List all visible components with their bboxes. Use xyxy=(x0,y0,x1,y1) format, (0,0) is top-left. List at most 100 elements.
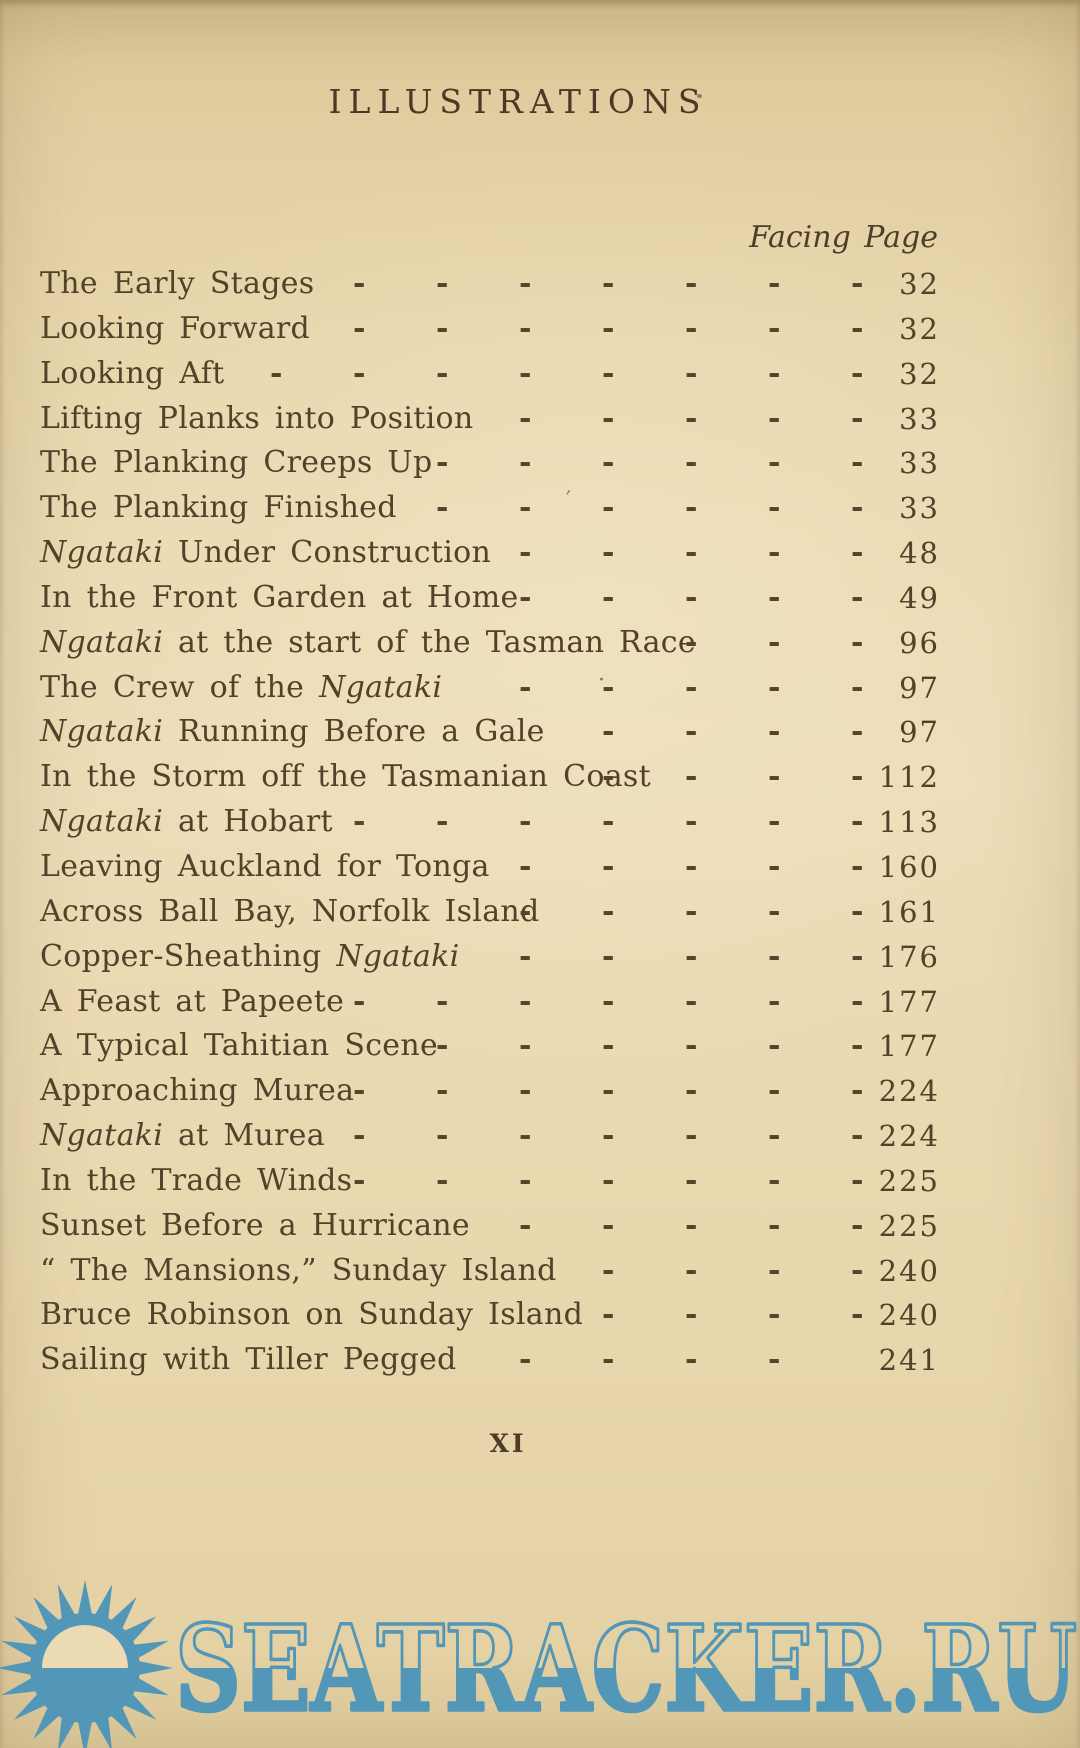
leader-dash: - xyxy=(353,310,366,346)
illustration-title: Across Ball Bay, Norfolk Island xyxy=(40,893,540,929)
leader-dash: - xyxy=(436,445,449,481)
facing-page-number: 96 xyxy=(899,625,940,660)
facing-page-number: 240 xyxy=(878,1253,940,1288)
leader-dash: - xyxy=(851,893,864,929)
leader-dash: - xyxy=(519,579,532,615)
watermark-text: SEATRACKER.RU SEATRACKER.RU xyxy=(173,1597,1079,1740)
list-item: Ngataki Under Construction - - - - -48 xyxy=(0,531,1080,576)
illustration-title: Ngataki at Hobart xyxy=(40,804,333,840)
leader-dash: - xyxy=(851,759,864,795)
leader-dash: - xyxy=(768,1207,781,1243)
leader-dash: - xyxy=(602,1252,615,1288)
leader-dash: - xyxy=(685,1297,698,1333)
facing-page-number: 177 xyxy=(878,984,940,1019)
illustration-title: Copper-Sheathing Ngataki xyxy=(40,938,460,974)
list-item: The Planking Finished - - - - - - ′ 33 xyxy=(0,486,1080,531)
leader-dash: - xyxy=(851,1028,864,1064)
leader-dash: - xyxy=(436,310,449,346)
leader-dash: - xyxy=(851,938,864,974)
leader-dash: - xyxy=(685,804,698,840)
leader-dash: - xyxy=(768,579,781,615)
leader-dash: - xyxy=(851,1297,864,1333)
list-item: The Planking Creeps Up - - - - - -33 xyxy=(0,441,1080,486)
leader-dash: - xyxy=(851,983,864,1019)
illustration-title: Ngataki at the start of the Tasman Race xyxy=(40,624,696,660)
leader-dash: - xyxy=(851,1118,864,1154)
leader-dash: - xyxy=(436,355,449,391)
illustration-title: A Typical Tahitian Scene xyxy=(40,1028,439,1064)
illustration-title: The Planking Creeps Up xyxy=(40,445,433,481)
leader-dash: - xyxy=(353,1118,366,1154)
leader-dash: - xyxy=(768,848,781,884)
list-item: Looking Aft - - - - - - - -32 xyxy=(0,352,1080,397)
list-item: In the Front Garden at Home - - - - -49 xyxy=(0,576,1080,621)
facing-page-number: 112 xyxy=(878,760,940,795)
leader-dash: - xyxy=(685,1162,698,1198)
leader-dash: - xyxy=(519,1162,532,1198)
facing-page-number: 224 xyxy=(878,1119,940,1154)
leader-dash: - xyxy=(602,669,615,705)
illustration-title: Looking Forward xyxy=(40,310,311,346)
leader-dash: - xyxy=(685,1252,698,1288)
leader-dash: - xyxy=(685,310,698,346)
illustration-title: Sunset Before a Hurricane xyxy=(40,1207,470,1243)
list-item: The Early Stages - - - - - - - 32 xyxy=(0,262,1080,307)
illustration-title: Leaving Auckland for Tonga xyxy=(40,848,490,884)
leader-dash: - xyxy=(436,983,449,1019)
leader-dash: - xyxy=(685,759,698,795)
leader-dash: - xyxy=(436,804,449,840)
leader-dash: - xyxy=(519,1342,532,1378)
illustration-title: Ngataki at Murea xyxy=(40,1118,325,1154)
leader-dash: - xyxy=(602,938,615,974)
facing-page-number: 113 xyxy=(878,805,940,840)
list-item: Ngataki at Hobart - - - - - - -113 xyxy=(0,800,1080,845)
leader-dash: - xyxy=(602,1342,615,1378)
illustration-title: The Planking Finished xyxy=(40,490,397,526)
leader-dash: - xyxy=(851,848,864,884)
facing-page-number: 97 xyxy=(899,670,940,705)
leader-dash: - xyxy=(519,1207,532,1243)
illustration-title: The Early Stages xyxy=(40,266,315,301)
leader-dash: - xyxy=(685,624,698,660)
facing-page-number: 177 xyxy=(878,1029,940,1064)
leader-dash: - xyxy=(768,266,781,301)
leader-dash: - xyxy=(768,624,781,660)
facing-page-number: 33 xyxy=(899,491,940,526)
leader-dash: - xyxy=(768,1297,781,1333)
facing-page-number: 33 xyxy=(899,401,940,436)
facing-page-number: 49 xyxy=(899,580,940,615)
facing-page-number: 32 xyxy=(899,311,940,346)
leader-dash: - xyxy=(436,1028,449,1064)
leader-dash: - xyxy=(768,1028,781,1064)
list-item: Ngataki at the start of the Tasman Race -… xyxy=(0,621,1080,666)
list-item: “ The Mansions,” Sunday Island - - - -240 xyxy=(0,1249,1080,1294)
scan-artifact-dot xyxy=(697,94,702,98)
leader-dash: - xyxy=(768,490,781,526)
list-item: Bruce Robinson on Sunday Island - - - -240 xyxy=(0,1293,1080,1338)
leader-dash: - xyxy=(851,266,864,301)
leader-dash: - xyxy=(353,1073,366,1109)
leader-dash: - xyxy=(768,669,781,705)
leader-dash: - xyxy=(851,310,864,346)
facing-page-number: 32 xyxy=(899,356,940,391)
leader-dash: - xyxy=(353,355,366,391)
illustrations-list: The Early Stages - - - - - - - 32 Looking Forward… xyxy=(0,262,1080,1383)
leader-dash: - xyxy=(519,893,532,929)
leader-dash: - xyxy=(768,535,781,571)
leader-dash: - xyxy=(353,983,366,1019)
list-item: Looking Forward - - - - - - -32 xyxy=(0,307,1080,352)
leader-dash: - xyxy=(519,266,532,301)
facing-page-number: 225 xyxy=(878,1163,940,1198)
facing-page-number: 224 xyxy=(878,1074,940,1109)
leader-dash: - xyxy=(519,848,532,884)
illustration-title: Looking Aft xyxy=(40,355,225,391)
list-item: In the Trade Winds - - - - - - -225 xyxy=(0,1159,1080,1204)
leader-dash: - xyxy=(602,714,615,750)
list-item: Approaching Murea - - - - - - -224 xyxy=(0,1069,1080,1114)
illustration-title: Ngataki Under Construction xyxy=(40,535,492,571)
leader-dash: - xyxy=(768,759,781,795)
leader-dash: - xyxy=(436,266,449,301)
leader-dash: - xyxy=(436,1162,449,1198)
leader-dash: - xyxy=(519,1028,532,1064)
